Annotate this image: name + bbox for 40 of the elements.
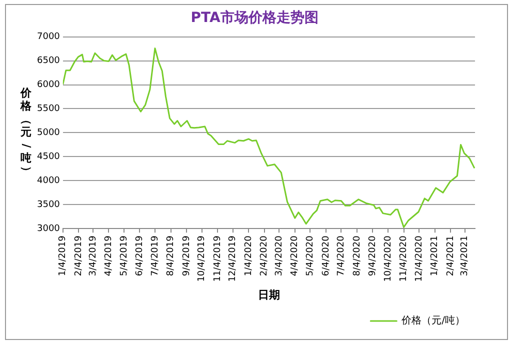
x-tick-label: 2/4/2020 xyxy=(260,235,270,276)
x-tick-label: 1/4/2019 xyxy=(58,235,68,276)
x-tick-label: 5/4/2019 xyxy=(119,235,130,276)
x-tick-label: 4/4/2019 xyxy=(104,235,114,276)
y-tick-label: 7000 xyxy=(37,32,60,42)
y-tick-label: 3000 xyxy=(37,224,60,234)
x-tick-label: 9/4/2020 xyxy=(368,235,378,276)
x-tick-label: 10/4/2020 xyxy=(383,235,394,282)
y-tick-label: 4000 xyxy=(37,176,60,186)
x-tick-label: 10/4/2019 xyxy=(197,235,208,282)
x-tick-label: 9/4/2019 xyxy=(182,235,192,276)
x-tick-label: 2/4/2019 xyxy=(74,235,84,276)
legend-label: 价格（元/吨） xyxy=(400,314,466,327)
x-axis-title: 日期 xyxy=(258,288,280,302)
y-tick-label: 5500 xyxy=(37,104,60,114)
x-tick-label: 12/4/2019 xyxy=(228,235,238,282)
x-tick-label: 1/4/2020 xyxy=(244,235,254,276)
y-axis-title: 价格（元/吨） xyxy=(20,86,34,178)
x-tick-label: 6/4/2020 xyxy=(321,235,332,276)
x-tick-label: 3/4/2021 xyxy=(460,236,470,276)
y-tick-label: 6500 xyxy=(37,56,60,66)
x-tick-label: 6/4/2019 xyxy=(135,235,146,276)
x-tick-label: 3/4/2020 xyxy=(274,235,284,276)
x-tick-label: 12/4/2020 xyxy=(414,235,424,282)
x-tick-label: 11/4/2019 xyxy=(212,235,223,282)
y-tick-label: 4500 xyxy=(37,152,60,162)
x-tick-label: 5/4/2020 xyxy=(306,235,316,276)
x-tick-label: 3/4/2019 xyxy=(88,235,98,276)
y-tick-label: 5000 xyxy=(37,128,60,138)
x-tick-label: 8/4/2019 xyxy=(166,235,176,276)
x-tick-label: 8/4/2020 xyxy=(352,235,362,276)
y-tick-label: 6000 xyxy=(37,80,60,90)
x-tick-label: 2/4/2021 xyxy=(446,236,456,276)
chart-title: PTA市场价格走势图 xyxy=(190,9,318,26)
x-tick-label: 11/4/2020 xyxy=(399,235,410,282)
y-tick-label: 3500 xyxy=(37,200,60,210)
x-tick-label: 1/4/2021 xyxy=(430,236,440,276)
x-tick-label: 7/4/2019 xyxy=(150,235,160,276)
x-tick-label: 4/4/2020 xyxy=(290,235,300,276)
x-tick-label: 7/4/2020 xyxy=(336,235,347,276)
